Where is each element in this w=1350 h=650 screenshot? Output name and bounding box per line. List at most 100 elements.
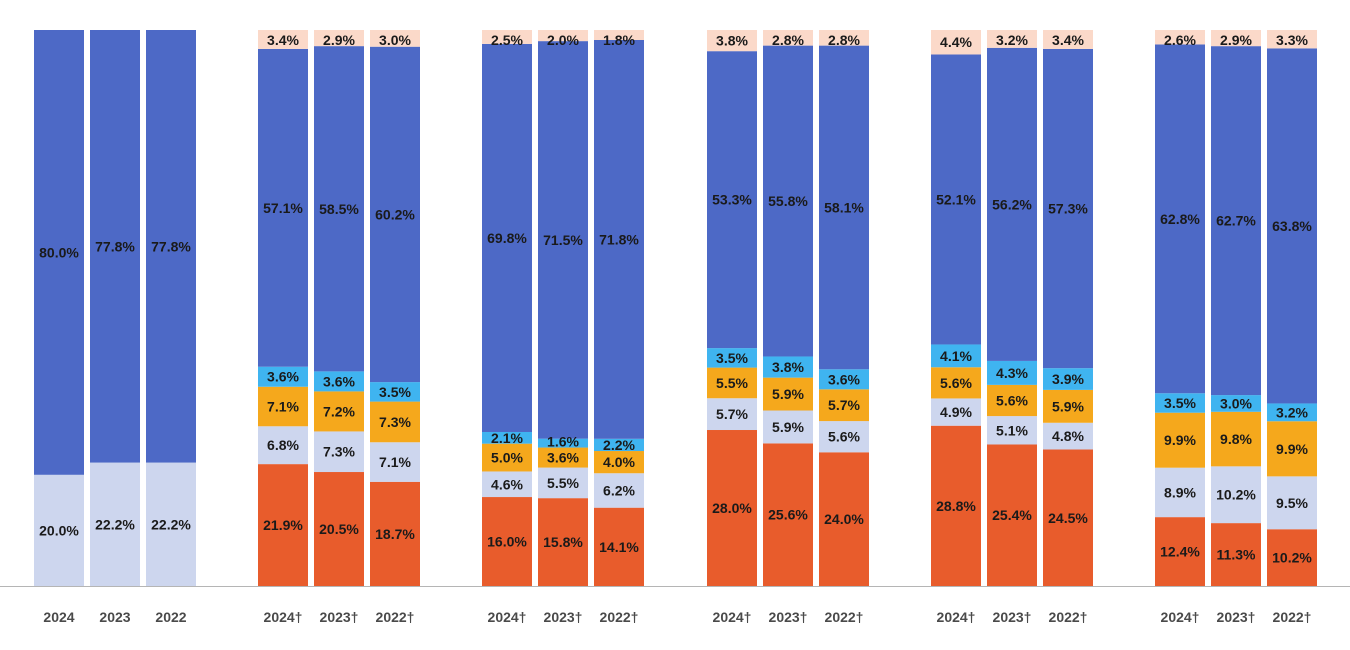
data-label: 62.8%: [1160, 211, 1200, 227]
bar-segment-s4: [314, 371, 364, 392]
bar-segment-s3: [314, 391, 364, 432]
data-label: 69.8%: [487, 230, 527, 246]
bar-segment-s4: [763, 356, 813, 378]
bar-segment-s4: [931, 344, 981, 368]
bar-segment-s6: [594, 30, 644, 40]
data-label: 7.1%: [267, 399, 299, 415]
bar-segment-s4: [1211, 395, 1261, 412]
data-label: 15.8%: [543, 534, 583, 550]
data-label: 3.6%: [267, 369, 299, 385]
bar-segment-s3: [594, 451, 644, 474]
data-label: 4.3%: [996, 365, 1028, 381]
data-label: 2.8%: [772, 32, 804, 48]
data-label: 3.5%: [379, 384, 411, 400]
data-label: 3.3%: [1276, 32, 1308, 48]
bar-segment-s1: [819, 452, 869, 586]
data-label: 3.2%: [1276, 404, 1308, 420]
data-label: 55.8%: [768, 193, 808, 209]
x-tick-label: 2024†: [264, 609, 303, 625]
x-tick-label: 2023†: [544, 609, 583, 625]
data-label: 3.0%: [1220, 395, 1252, 411]
data-label: 3.0%: [379, 32, 411, 48]
bar-segment-s5: [819, 45, 869, 370]
data-label: 57.3%: [1048, 201, 1088, 217]
bar-segment-s1: [707, 430, 757, 586]
x-tick-label: 2022†: [1273, 609, 1312, 625]
bar-segment-s2: [146, 462, 196, 586]
bar-segment-s2: [370, 442, 420, 482]
bar-segment-s4: [987, 360, 1037, 385]
bar-segment-s4: [482, 431, 532, 444]
bar-segment-s4: [819, 369, 869, 390]
bar-segment-s1: [1043, 449, 1093, 586]
bar-segment-s6: [370, 30, 420, 47]
bar-segment-s4: [1267, 403, 1317, 422]
bar-segment-s6: [987, 30, 1037, 48]
data-label: 9.5%: [1276, 495, 1308, 511]
bar-segment-s2: [538, 467, 588, 499]
data-label: 3.4%: [1052, 32, 1084, 48]
data-label: 4.8%: [1052, 428, 1084, 444]
bar-segment-s5: [370, 46, 420, 383]
bar-segment-s2: [482, 471, 532, 498]
data-label: 4.1%: [940, 348, 972, 364]
data-label: 4.4%: [940, 34, 972, 50]
x-tick-label: 2023†: [769, 609, 808, 625]
bar-segment-s1: [482, 497, 532, 586]
data-label: 3.6%: [547, 450, 579, 466]
bar-segment-s1: [1211, 523, 1261, 586]
data-label: 22.2%: [95, 516, 135, 532]
bar-segment-s3: [1211, 411, 1261, 467]
bar-segment-s4: [370, 382, 420, 402]
x-tick-label: 2024†: [713, 609, 752, 625]
bar-segment-s5: [931, 54, 981, 345]
x-tick-labels: 2024 2023 2022 2024† 2023† 2022† 2024† 2023† 202…: [43, 609, 1311, 625]
data-label: 5.6%: [996, 392, 1028, 408]
data-label: 56.2%: [992, 196, 1032, 212]
data-label: 6.8%: [267, 437, 299, 453]
bar-segment-s2: [314, 431, 364, 473]
x-tick-label: 2023: [99, 609, 130, 625]
data-label: 21.9%: [263, 517, 303, 533]
x-tick-label: 2022†: [600, 609, 639, 625]
data-label: 7.3%: [323, 444, 355, 460]
data-label: 60.2%: [375, 206, 415, 222]
data-label: 3.5%: [716, 350, 748, 366]
bar-segment-s1: [763, 443, 813, 586]
data-label: 10.2%: [1216, 487, 1256, 503]
data-label: 62.7%: [1216, 213, 1256, 229]
data-label: 6.2%: [603, 482, 635, 498]
bar-segment-s2: [1043, 422, 1093, 450]
data-label: 4.0%: [603, 454, 635, 470]
x-tick-label: 2022†: [1049, 609, 1088, 625]
bar-segment-s4: [707, 348, 757, 368]
bar-segment-s5: [594, 39, 644, 439]
data-label: 77.8%: [95, 238, 135, 254]
x-tick-label: 2024†: [937, 609, 976, 625]
data-label: 63.8%: [1272, 218, 1312, 234]
bar-segment-s3: [931, 367, 981, 399]
bar-segment-s6: [482, 30, 532, 44]
bar-segment-s5: [987, 47, 1037, 361]
bar-segment-s2: [707, 398, 757, 431]
bar-segment-s1: [1155, 517, 1205, 586]
data-label: 3.8%: [772, 359, 804, 375]
data-label: 11.3%: [1217, 547, 1256, 563]
data-label: 7.2%: [323, 403, 355, 419]
data-label: 7.1%: [379, 454, 411, 470]
data-label: 57.1%: [263, 200, 303, 216]
data-label: 4.9%: [940, 404, 972, 420]
data-label: 5.9%: [1052, 398, 1084, 414]
x-tick-label: 2023†: [993, 609, 1032, 625]
bar-segment-s4: [1043, 368, 1093, 390]
bar-segment-s4: [1155, 393, 1205, 413]
data-label: 10.2%: [1272, 550, 1312, 566]
data-label: 5.7%: [828, 397, 860, 413]
data-label: 16.0%: [487, 534, 527, 550]
data-label: 14.1%: [599, 539, 639, 555]
bar-segment-s5: [34, 30, 84, 475]
data-label: 3.6%: [828, 371, 860, 387]
bar-segment-s6: [819, 30, 869, 46]
bar-segment-s2: [1211, 466, 1261, 524]
bar-segment-s5: [538, 41, 588, 439]
